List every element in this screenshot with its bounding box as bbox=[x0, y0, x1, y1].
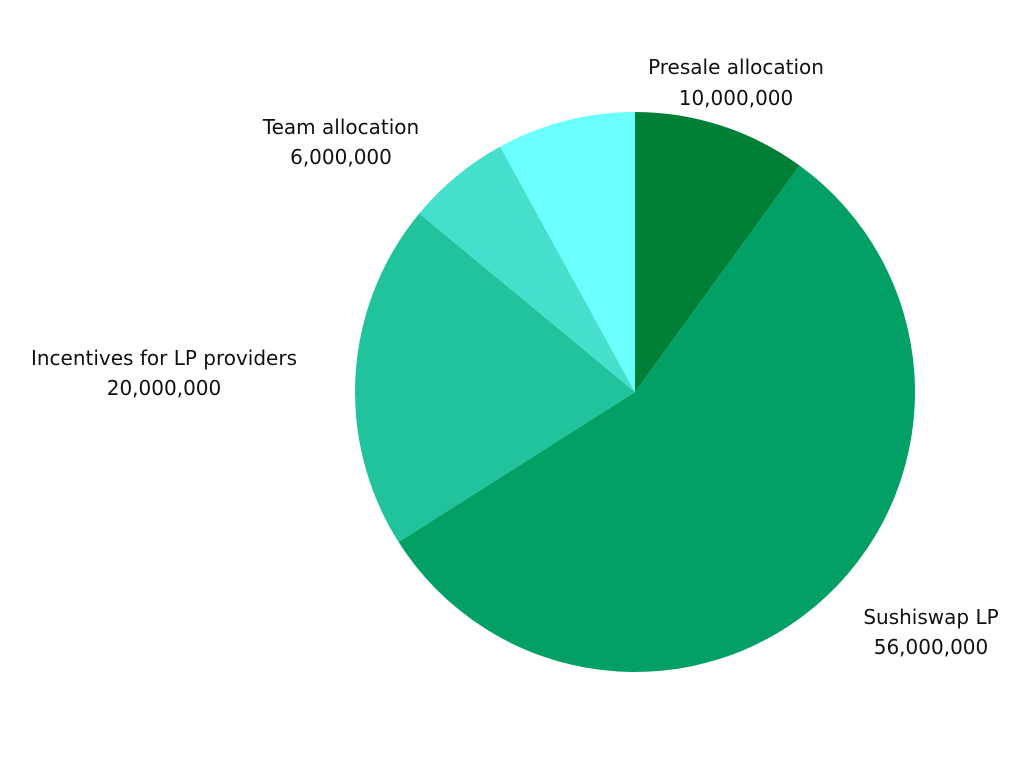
slice-label-incentives: Incentives for LP providers bbox=[31, 346, 297, 370]
pie-slice-presale-allocation bbox=[635, 112, 800, 392]
slice-value-presale: 10,000,000 bbox=[679, 86, 794, 110]
pie-labels: Presale allocation 10,000,000 Sushiswap … bbox=[31, 55, 999, 659]
slice-value-incentives: 20,000,000 bbox=[107, 376, 222, 400]
slice-value-team: 6,000,000 bbox=[290, 145, 392, 169]
slice-label-presale: Presale allocation bbox=[648, 55, 824, 79]
pie-slice-unlabeled bbox=[500, 112, 635, 392]
slice-label-sushiswap: Sushiswap LP bbox=[863, 605, 998, 629]
pie-slices bbox=[355, 112, 916, 673]
pie-slice-team-allocation bbox=[419, 146, 635, 392]
pie-slice-incentives-for-lp-providers bbox=[355, 213, 635, 543]
pie-slice-sushiswap-lp bbox=[398, 165, 916, 673]
slice-label-team: Team allocation bbox=[262, 115, 419, 139]
slice-value-sushiswap: 56,000,000 bbox=[874, 635, 989, 659]
